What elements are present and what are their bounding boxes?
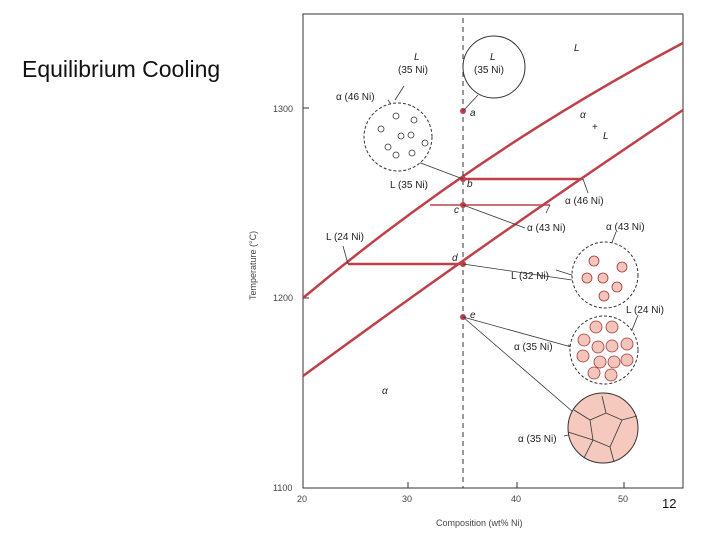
- d-L-label: L (24 Ni): [626, 305, 664, 316]
- x-axis-label: Composition (wt% Ni): [436, 518, 523, 528]
- y-tick-1100: 1100: [273, 483, 292, 493]
- microstructure-a: [462, 35, 526, 99]
- y-tick-1200: 1200: [273, 293, 293, 303]
- d-L-left-label: L (24 Ni): [326, 232, 364, 243]
- region-liquid-label: L: [574, 43, 580, 54]
- region-two-phase-alpha: α: [580, 110, 586, 121]
- point-a-label: a: [470, 108, 476, 119]
- x-tick-30: 30: [402, 494, 412, 504]
- point-e-label: e: [470, 310, 476, 321]
- page-number: 12: [662, 496, 677, 511]
- microstructure-e: [567, 392, 639, 464]
- circle-a-comp: (35 Ni): [474, 65, 504, 76]
- d-alpha-label: α (35 Ni): [514, 342, 553, 353]
- slide-title: Equilibrium Cooling: [22, 56, 221, 82]
- circle-b-L: L: [414, 52, 420, 63]
- liquidus-line: [302, 41, 684, 299]
- x-tick-50: 50: [618, 494, 628, 504]
- circle-a-L: L: [490, 52, 496, 63]
- point-d-label: d: [452, 253, 458, 264]
- point-c-label: c: [454, 205, 459, 216]
- b-alpha-label: α (46 Ni): [565, 196, 604, 207]
- microstructure-d: [569, 315, 639, 385]
- b-L-label: L (35 Ni): [390, 180, 428, 191]
- point-b-label: b: [467, 179, 473, 190]
- y-axis-label: Temperature (°C): [248, 231, 258, 300]
- c-L-label: L (32 Ni): [511, 271, 549, 282]
- circle-b-comp: (35 Ni): [398, 65, 428, 76]
- c-alpha-label: α (43 Ni): [606, 222, 645, 233]
- region-two-phase-plus: +: [592, 122, 598, 133]
- plot-frame: [302, 13, 684, 489]
- solidus-line: [302, 108, 684, 378]
- circle-b-alpha: α (46 Ni): [336, 92, 375, 103]
- y-tick-1300: 1300: [273, 104, 293, 114]
- c-alpha-left-label: α (43 Ni): [527, 223, 566, 234]
- region-two-phase-L: L: [603, 131, 609, 142]
- x-tick-40: 40: [511, 494, 521, 504]
- x-tick-20: 20: [297, 494, 307, 504]
- region-solid-label: α: [382, 386, 388, 397]
- e-alpha-label: α (35 Ni): [518, 434, 557, 445]
